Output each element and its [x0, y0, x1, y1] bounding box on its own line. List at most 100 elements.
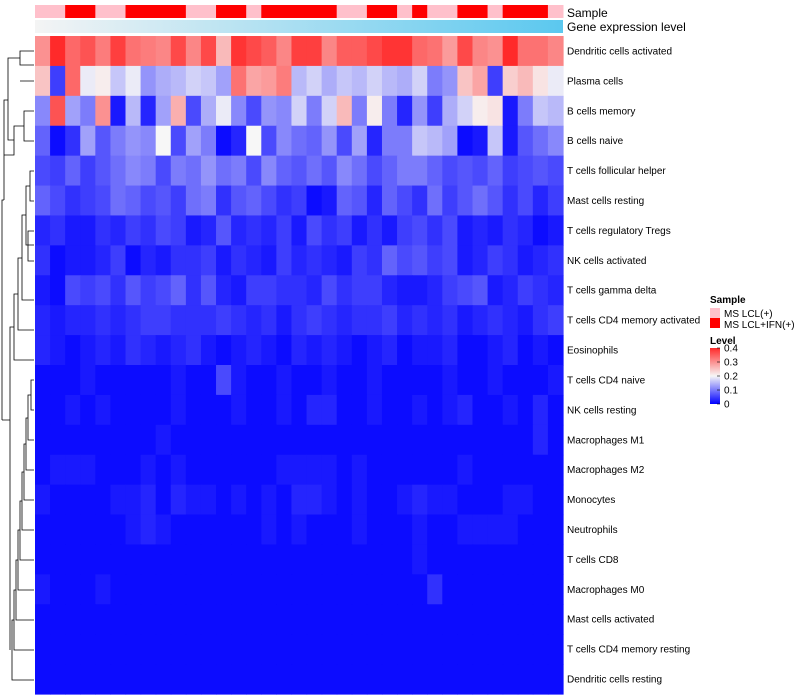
sample-annotation-cell	[95, 5, 111, 18]
row-label: Plasma cells	[567, 76, 623, 87]
heatmap-cell	[547, 245, 564, 276]
sample-annotation-cell	[291, 5, 308, 18]
heatmap-cell	[427, 185, 443, 217]
heatmap-cell	[351, 574, 368, 605]
heatmap-cell	[80, 155, 96, 187]
heatmap-cell	[95, 155, 112, 187]
heatmap-cell	[397, 574, 413, 605]
heatmap-cell	[442, 604, 458, 635]
heatmap-cell	[397, 125, 413, 157]
heatmap-cell	[547, 514, 564, 546]
heatmap-cell	[110, 305, 127, 336]
sample-annotation-cell	[412, 5, 428, 18]
heatmap-cell	[231, 335, 247, 366]
heatmap-cell	[306, 65, 323, 97]
heatmap-cell	[276, 335, 293, 366]
sample-annotation-cell	[472, 5, 489, 18]
heatmap-cell	[110, 484, 127, 516]
heatmap-cell	[125, 664, 142, 695]
heatmap-cell	[200, 424, 217, 456]
heatmap-cell	[547, 574, 564, 605]
heatmap-cell	[50, 424, 66, 456]
heatmap-cell	[457, 185, 474, 217]
heatmap-cell	[65, 365, 81, 396]
heatmap-cell	[502, 574, 519, 605]
heatmap-cell	[246, 275, 262, 306]
heatmap-cell	[351, 305, 368, 336]
heatmap-cell	[155, 185, 172, 217]
heatmap-cell	[517, 36, 534, 67]
heatmap-cell	[155, 305, 172, 336]
sample-legend-label-ms-lcl-ifn: MS LCL+IFN(+)	[724, 320, 795, 331]
heatmap-cell	[457, 604, 474, 635]
heatmap-cell	[246, 634, 262, 665]
heatmap-cell	[547, 36, 564, 67]
heatmap-cell	[125, 424, 142, 456]
heatmap-cell	[351, 245, 368, 276]
heatmap-cell	[487, 335, 504, 366]
heatmap-cell	[517, 454, 534, 486]
heatmap-cell	[185, 424, 202, 456]
heatmap-cell	[487, 514, 504, 546]
heatmap-cell	[487, 604, 504, 635]
heatmap-cell	[442, 125, 458, 157]
heatmap-cell	[35, 514, 51, 546]
row-label: T cells follicular helper	[567, 166, 666, 177]
heatmap-cell	[231, 95, 247, 127]
heatmap-cell	[442, 664, 458, 695]
heatmap-cell	[532, 215, 549, 246]
heatmap-cell	[472, 544, 489, 575]
heatmap-cell	[95, 394, 112, 426]
heatmap-cell	[351, 365, 368, 396]
heatmap-cell	[502, 125, 519, 157]
row-label: NK cells activated	[567, 256, 646, 267]
heatmap-cell	[216, 484, 232, 516]
heatmap-cell	[397, 155, 413, 187]
heatmap-cell	[140, 185, 157, 217]
heatmap-cell	[397, 245, 413, 276]
heatmap-cell	[216, 245, 232, 276]
heatmap-cell	[216, 634, 232, 665]
heatmap-cell	[412, 125, 428, 157]
heatmap-cell	[351, 185, 368, 217]
heatmap-cell	[50, 664, 66, 695]
heatmap-cell	[261, 36, 277, 67]
heatmap-cell	[442, 215, 458, 246]
heatmap-cell	[185, 185, 202, 217]
heatmap-cell	[442, 36, 458, 67]
heatmap-cell	[216, 185, 232, 217]
heatmap-cell	[412, 544, 428, 575]
heatmap-cell	[397, 215, 413, 246]
heatmap-cell	[487, 365, 504, 396]
heatmap-cell	[381, 155, 398, 187]
heatmap-cell	[246, 335, 262, 366]
heatmap-cell	[140, 275, 157, 306]
heatmap-cell	[336, 394, 353, 426]
heatmap-cell	[321, 95, 338, 127]
heatmap-cell	[110, 275, 127, 306]
heatmap-cell	[125, 335, 142, 366]
heatmap-cell	[261, 335, 277, 366]
heatmap-cell	[532, 125, 549, 157]
heatmap-cell	[517, 484, 534, 516]
heatmap-cell	[170, 544, 187, 575]
heatmap-cell	[155, 365, 172, 396]
heatmap-cell	[80, 215, 96, 246]
heatmap-cell	[336, 335, 353, 366]
heatmap-cell	[170, 155, 187, 187]
heatmap-cell	[216, 215, 232, 246]
heatmap-cell	[276, 394, 293, 426]
heatmap-cell	[200, 514, 217, 546]
heatmap-cell	[140, 36, 157, 67]
heatmap-cell	[125, 604, 142, 635]
heatmap-cell	[517, 394, 534, 426]
heatmap-cell	[381, 125, 398, 157]
heatmap-cell	[185, 664, 202, 695]
heatmap-cell	[351, 215, 368, 246]
heatmap-cell	[321, 514, 338, 546]
heatmap-cell	[155, 394, 172, 426]
heatmap-cell	[95, 335, 112, 366]
heatmap-cell	[321, 394, 338, 426]
row-label: T cells CD4 memory activated	[567, 316, 700, 327]
heatmap-cell	[231, 454, 247, 486]
